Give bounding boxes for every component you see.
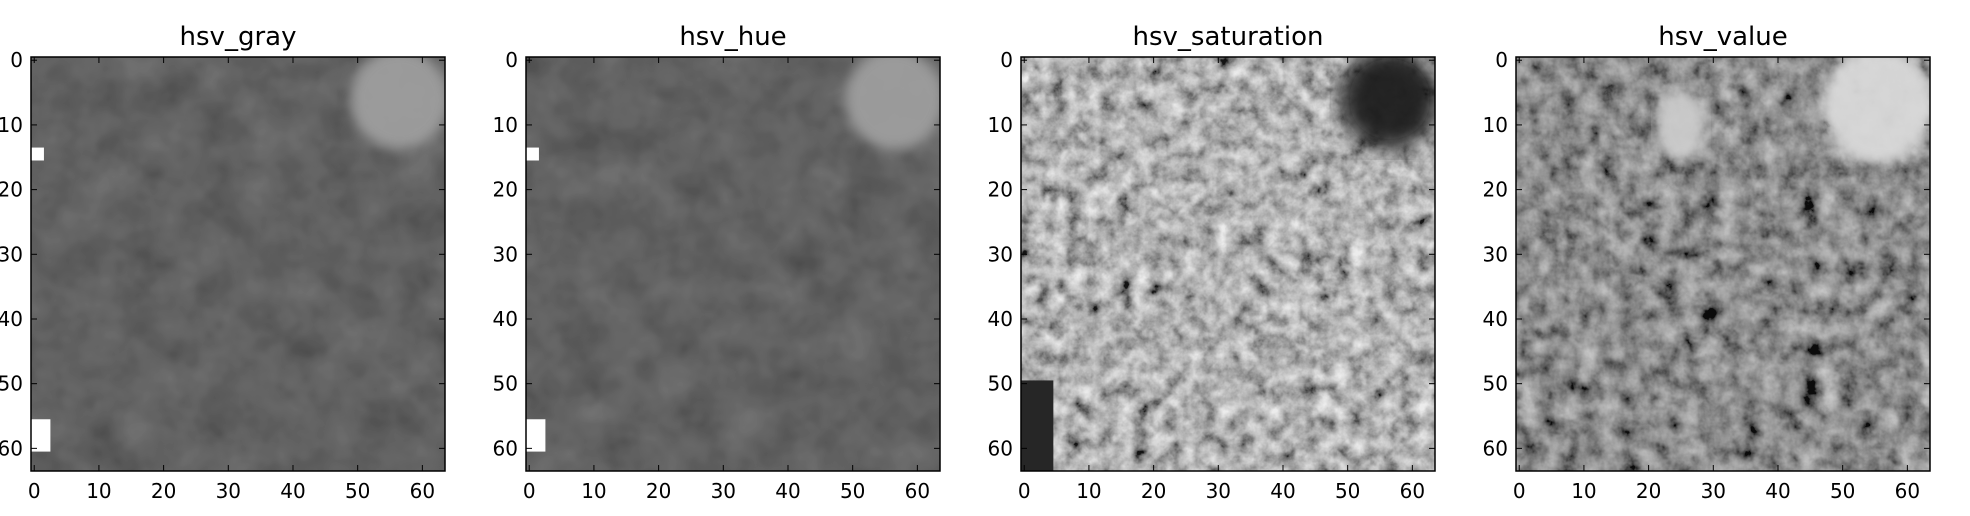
- x-tick-label: 40: [280, 479, 305, 503]
- heatmap-image: [1516, 57, 1930, 471]
- heatmap-feature: [1021, 380, 1054, 471]
- x-tick-label: 10: [581, 479, 606, 503]
- x-tick-label: 30: [711, 479, 736, 503]
- heatmap-feature: [844, 57, 940, 150]
- axes-frame: [1020, 56, 1436, 472]
- y-tick-label: 60: [0, 436, 23, 460]
- y-tick-label: 60: [493, 436, 518, 460]
- x-tick-label: 0: [1018, 479, 1031, 503]
- x-tick-label: 50: [840, 479, 865, 503]
- axes-frame: [30, 56, 446, 472]
- x-tick-label: 20: [1141, 479, 1166, 503]
- y-tick-label: 60: [988, 436, 1013, 460]
- x-tick-label: 50: [345, 479, 370, 503]
- x-tick-label: 60: [1400, 479, 1425, 503]
- y-tick-label: 10: [0, 113, 23, 137]
- x-tick-label: 60: [905, 479, 930, 503]
- x-tick-label: 60: [1895, 479, 1920, 503]
- x-tick-label: 0: [1513, 479, 1526, 503]
- x-tick-label: 30: [1206, 479, 1231, 503]
- heatmap-feature: [1821, 57, 1930, 164]
- x-tick-label: 40: [1765, 479, 1790, 503]
- x-tick-label: 30: [1701, 479, 1726, 503]
- y-tick-label: 0: [505, 48, 518, 72]
- chart-title: hsv_saturation: [1133, 22, 1324, 52]
- x-tick-label: 30: [216, 479, 241, 503]
- heatmap-feature: [526, 147, 539, 161]
- heatmap-image: [526, 57, 940, 471]
- x-tick-label: 0: [28, 479, 41, 503]
- y-tick-label: 20: [0, 178, 23, 202]
- y-tick-label: 40: [1483, 307, 1508, 331]
- y-tick-label: 20: [988, 178, 1013, 202]
- y-tick-label: 10: [493, 113, 518, 137]
- heatmap-image: [31, 57, 445, 471]
- y-tick-label: 50: [988, 372, 1013, 396]
- y-tick-label: 60: [1483, 436, 1508, 460]
- heatmap-feature: [349, 57, 445, 150]
- y-tick-label: 40: [493, 307, 518, 331]
- heatmap-feature: [1656, 89, 1706, 160]
- x-tick-label: 10: [1571, 479, 1596, 503]
- x-tick-label: 60: [410, 479, 435, 503]
- y-tick-label: 50: [0, 372, 23, 396]
- y-tick-label: 30: [0, 242, 23, 266]
- y-tick-label: 20: [493, 178, 518, 202]
- y-tick-label: 0: [1000, 48, 1013, 72]
- x-tick-label: 50: [1830, 479, 1855, 503]
- heatmap-feature: [526, 419, 546, 452]
- heatmap-feature: [31, 147, 44, 161]
- axes-frame: [1515, 56, 1931, 472]
- x-tick-label: 20: [151, 479, 176, 503]
- x-tick-label: 0: [523, 479, 536, 503]
- x-tick-label: 20: [1636, 479, 1661, 503]
- heatmap-feature: [31, 419, 51, 452]
- x-tick-label: 20: [646, 479, 671, 503]
- heatmap-feature: [1339, 57, 1435, 150]
- y-tick-label: 0: [1495, 48, 1508, 72]
- y-tick-label: 20: [1483, 178, 1508, 202]
- chart-title: hsv_value: [1658, 22, 1787, 52]
- y-tick-label: 10: [988, 113, 1013, 137]
- x-tick-label: 10: [1076, 479, 1101, 503]
- x-tick-label: 10: [86, 479, 111, 503]
- y-tick-label: 30: [493, 242, 518, 266]
- y-tick-label: 50: [1483, 372, 1508, 396]
- x-tick-label: 40: [1270, 479, 1295, 503]
- x-tick-label: 40: [775, 479, 800, 503]
- chart-title: hsv_gray: [180, 22, 297, 52]
- y-tick-label: 0: [10, 48, 23, 72]
- y-tick-label: 40: [0, 307, 23, 331]
- heatmap-image: [1021, 57, 1435, 471]
- y-tick-label: 30: [1483, 242, 1508, 266]
- y-tick-label: 50: [493, 372, 518, 396]
- y-tick-label: 10: [1483, 113, 1508, 137]
- y-tick-label: 30: [988, 242, 1013, 266]
- x-tick-label: 50: [1335, 479, 1360, 503]
- axes-frame: [525, 56, 941, 472]
- chart-title: hsv_hue: [679, 22, 786, 52]
- y-tick-label: 40: [988, 307, 1013, 331]
